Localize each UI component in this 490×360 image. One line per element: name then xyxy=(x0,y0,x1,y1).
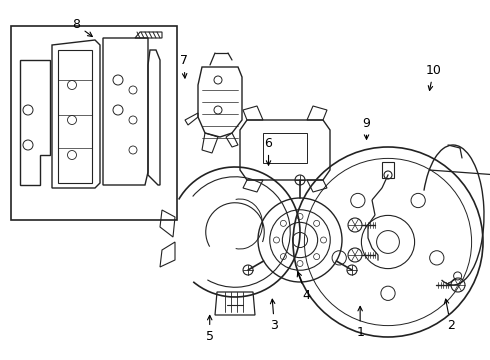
Text: 10: 10 xyxy=(426,64,441,90)
Text: 3: 3 xyxy=(270,299,278,332)
Text: 7: 7 xyxy=(180,54,188,78)
Text: 1: 1 xyxy=(356,306,364,339)
Bar xyxy=(11,26,177,220)
Text: 8: 8 xyxy=(72,18,92,36)
Bar xyxy=(382,162,394,178)
Bar xyxy=(263,133,307,163)
Text: 5: 5 xyxy=(206,315,214,343)
Text: 4: 4 xyxy=(297,272,310,302)
Text: 6: 6 xyxy=(265,137,272,165)
Text: 9: 9 xyxy=(363,117,370,139)
Text: 2: 2 xyxy=(444,299,455,332)
